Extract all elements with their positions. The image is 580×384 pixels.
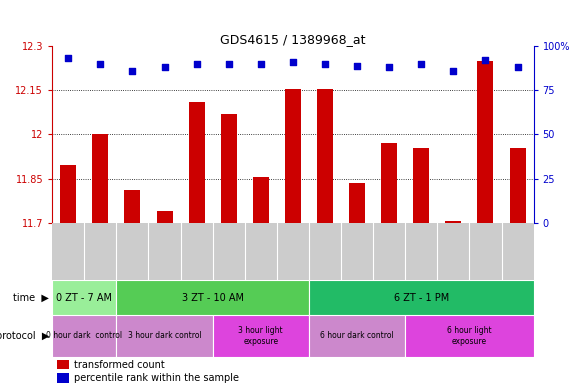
Text: protocol  ▶: protocol ▶: [0, 331, 49, 341]
Bar: [92, 134, 108, 223]
Bar: [117, 315, 213, 357]
Bar: [309, 280, 534, 315]
Text: 3 hour light
exposure: 3 hour light exposure: [238, 326, 283, 346]
Text: time  ▶: time ▶: [13, 293, 49, 303]
Bar: [510, 147, 525, 223]
Bar: [52, 280, 117, 315]
Text: 6 hour light
exposure: 6 hour light exposure: [447, 326, 492, 346]
Point: [481, 57, 490, 63]
Point: [96, 61, 105, 67]
Point: [128, 68, 137, 74]
Bar: [60, 165, 77, 223]
Bar: [188, 102, 205, 223]
Point: [64, 55, 73, 61]
Point: [288, 59, 298, 65]
Point: [256, 61, 266, 67]
Bar: [213, 315, 309, 357]
Title: GDS4615 / 1389968_at: GDS4615 / 1389968_at: [220, 33, 365, 46]
Bar: [117, 280, 309, 315]
Bar: [317, 89, 333, 223]
Text: 3 ZT - 10 AM: 3 ZT - 10 AM: [182, 293, 244, 303]
Bar: [157, 211, 173, 223]
Bar: [477, 61, 494, 223]
Point: [449, 68, 458, 74]
Bar: [309, 315, 405, 357]
Bar: [285, 89, 301, 223]
Point: [513, 64, 522, 70]
Point: [160, 64, 169, 70]
Bar: [57, 360, 69, 369]
Bar: [413, 147, 429, 223]
Point: [192, 61, 201, 67]
Bar: [57, 373, 69, 382]
Text: 0 ZT - 7 AM: 0 ZT - 7 AM: [56, 293, 113, 303]
Point: [416, 61, 426, 67]
Bar: [253, 177, 269, 223]
Bar: [349, 183, 365, 223]
Bar: [381, 143, 397, 223]
Bar: [124, 190, 140, 223]
Point: [385, 64, 394, 70]
Text: 6 hour dark control: 6 hour dark control: [320, 331, 394, 341]
Text: transformed count: transformed count: [74, 360, 165, 370]
Text: 3 hour dark control: 3 hour dark control: [128, 331, 201, 341]
Point: [320, 61, 329, 67]
Bar: [52, 315, 117, 357]
Text: percentile rank within the sample: percentile rank within the sample: [74, 373, 239, 383]
Text: 6 ZT - 1 PM: 6 ZT - 1 PM: [394, 293, 449, 303]
Bar: [405, 315, 534, 357]
Point: [224, 61, 233, 67]
Bar: [220, 114, 237, 223]
Text: 0 hour dark  control: 0 hour dark control: [46, 331, 122, 341]
Bar: [445, 221, 462, 223]
Point: [353, 63, 362, 69]
